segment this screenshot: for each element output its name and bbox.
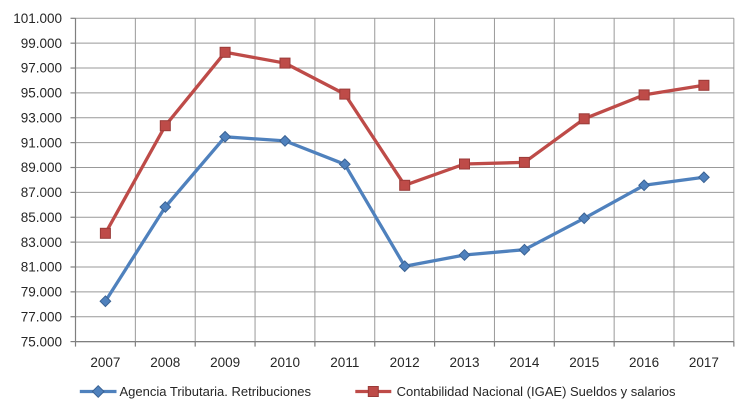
- svg-text:93.000: 93.000: [21, 110, 62, 125]
- svg-text:97.000: 97.000: [21, 61, 62, 76]
- svg-text:2016: 2016: [629, 355, 659, 370]
- svg-text:2011: 2011: [330, 355, 359, 370]
- svg-text:91.000: 91.000: [21, 135, 62, 150]
- svg-text:2017: 2017: [689, 355, 719, 370]
- svg-text:79.000: 79.000: [21, 285, 62, 300]
- svg-text:2015: 2015: [569, 355, 599, 370]
- svg-text:2013: 2013: [450, 355, 480, 370]
- svg-text:101.000: 101.000: [13, 11, 62, 26]
- svg-text:77.000: 77.000: [21, 309, 62, 324]
- svg-text:2014: 2014: [509, 355, 540, 370]
- svg-text:89.000: 89.000: [21, 160, 62, 175]
- svg-text:99.000: 99.000: [21, 36, 62, 51]
- svg-text:75.000: 75.000: [21, 334, 62, 349]
- svg-text:2008: 2008: [150, 355, 180, 370]
- svg-text:2009: 2009: [210, 355, 240, 370]
- svg-text:2007: 2007: [90, 355, 120, 370]
- svg-text:81.000: 81.000: [21, 260, 62, 275]
- svg-text:83.000: 83.000: [21, 235, 62, 250]
- svg-text:2010: 2010: [270, 355, 300, 370]
- svg-text:87.000: 87.000: [21, 185, 62, 200]
- svg-text:2012: 2012: [390, 355, 420, 370]
- svg-text:Agencia Tributaria. Retribucio: Agencia Tributaria. Retribuciones: [120, 384, 312, 399]
- svg-text:Contabilidad Nacional (IGAE) S: Contabilidad Nacional (IGAE) Sueldos y s…: [397, 384, 676, 399]
- svg-text:95.000: 95.000: [21, 86, 62, 101]
- svg-text:85.000: 85.000: [21, 210, 62, 225]
